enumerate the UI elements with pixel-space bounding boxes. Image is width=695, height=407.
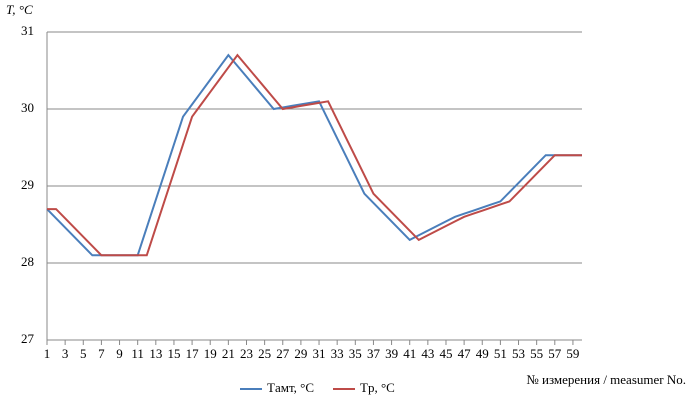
x-tick-label: 55 bbox=[530, 346, 543, 361]
x-tick-label: 47 bbox=[458, 346, 472, 361]
x-tick-label: 13 bbox=[149, 346, 162, 361]
x-tick-label: 5 bbox=[80, 346, 87, 361]
x-tick-label: 15 bbox=[167, 346, 180, 361]
x-tick-label: 1 bbox=[44, 346, 51, 361]
x-tick-label: 57 bbox=[548, 346, 562, 361]
y-tick-label: 29 bbox=[21, 177, 34, 192]
x-tick-label: 45 bbox=[439, 346, 452, 361]
data-line bbox=[47, 53, 582, 257]
y-tick-label: 31 bbox=[21, 23, 34, 38]
x-tick-label: 37 bbox=[367, 346, 381, 361]
x-tick-label: 43 bbox=[421, 346, 434, 361]
x-tick-label: 49 bbox=[476, 346, 489, 361]
y-axis-label: T, °C bbox=[6, 2, 33, 17]
x-tick-label: 21 bbox=[222, 346, 235, 361]
x-tick-label: 59 bbox=[566, 346, 579, 361]
x-tick-label: 51 bbox=[494, 346, 507, 361]
x-tick-label: 3 bbox=[62, 346, 69, 361]
x-tick-label: 19 bbox=[204, 346, 217, 361]
x-axis-label: № измерения / measumer No. bbox=[526, 372, 686, 387]
x-tick-label: 31 bbox=[313, 346, 326, 361]
y-tick-label: 27 bbox=[21, 331, 35, 346]
legend-label: Tамт, °C bbox=[267, 380, 314, 395]
x-tick-label: 53 bbox=[512, 346, 525, 361]
legend-label: Tр, °C bbox=[360, 380, 395, 395]
x-tick-label: 25 bbox=[258, 346, 271, 361]
x-tick-label: 9 bbox=[116, 346, 123, 361]
x-tick-label: 17 bbox=[186, 346, 200, 361]
x-tick-label: 7 bbox=[98, 346, 105, 361]
x-tick-label: 23 bbox=[240, 346, 253, 361]
x-tick-label: 27 bbox=[276, 346, 290, 361]
x-tick-label: 41 bbox=[403, 346, 416, 361]
x-tick-label: 35 bbox=[349, 346, 362, 361]
data-line bbox=[46, 53, 582, 257]
y-tick-label: 30 bbox=[21, 100, 34, 115]
x-tick-label: 11 bbox=[131, 346, 144, 361]
y-tick-label: 28 bbox=[21, 254, 34, 269]
x-tick-label: 39 bbox=[385, 346, 398, 361]
x-tick-label: 33 bbox=[331, 346, 344, 361]
x-tick-label: 29 bbox=[294, 346, 307, 361]
